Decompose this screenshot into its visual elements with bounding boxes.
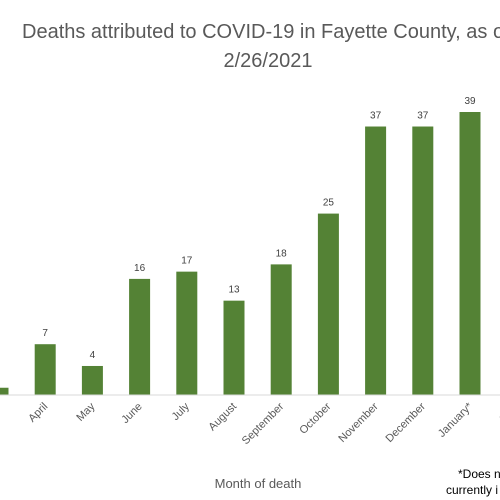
bar-september [270, 264, 292, 395]
footnote-line-1: *Does n [458, 467, 500, 481]
data-label: 25 [323, 198, 335, 209]
data-label: 7 [42, 328, 48, 339]
data-label: 4 [90, 350, 96, 361]
bar-january [459, 112, 481, 395]
x-tick-label: January* [436, 400, 476, 440]
data-label: 37 [417, 111, 429, 122]
bar-april [34, 344, 56, 395]
bar-may [81, 365, 103, 395]
data-label: 16 [134, 263, 146, 274]
data-label: 17 [181, 256, 193, 267]
chart-title: Deaths attributed to COVID-19 in Fayette… [22, 21, 500, 43]
data-label: 37 [370, 111, 382, 122]
bar-december [412, 126, 434, 395]
bar-july [176, 271, 198, 395]
x-tick-label: July [170, 400, 193, 423]
x-tick-label: April [26, 401, 50, 425]
bar-series: 7 4 16 17 13 18 25 37 37 39 [0, 96, 481, 395]
bar-november [365, 126, 387, 395]
x-axis-title: Month of death [215, 476, 302, 491]
data-label: 18 [276, 248, 288, 259]
chart-subtitle: 2/26/2021 [224, 50, 313, 72]
x-tick-label: August [206, 401, 239, 434]
bar-august [223, 300, 245, 395]
data-label: 39 [464, 96, 476, 107]
x-tick-label: May [74, 400, 98, 424]
x-tick-label: December [384, 400, 429, 445]
x-tick-label: June [119, 401, 144, 426]
x-tick-label: September [240, 400, 287, 447]
x-tick-label: October [297, 400, 333, 436]
bar-june [129, 278, 151, 395]
data-label: 13 [228, 285, 240, 296]
x-tick-label: November [336, 400, 381, 445]
bar-october [317, 213, 339, 395]
footnote-line-2: currently i [446, 483, 498, 497]
x-tick-labels: April May June July August September October No… [26, 400, 500, 447]
bar-first [0, 387, 9, 395]
